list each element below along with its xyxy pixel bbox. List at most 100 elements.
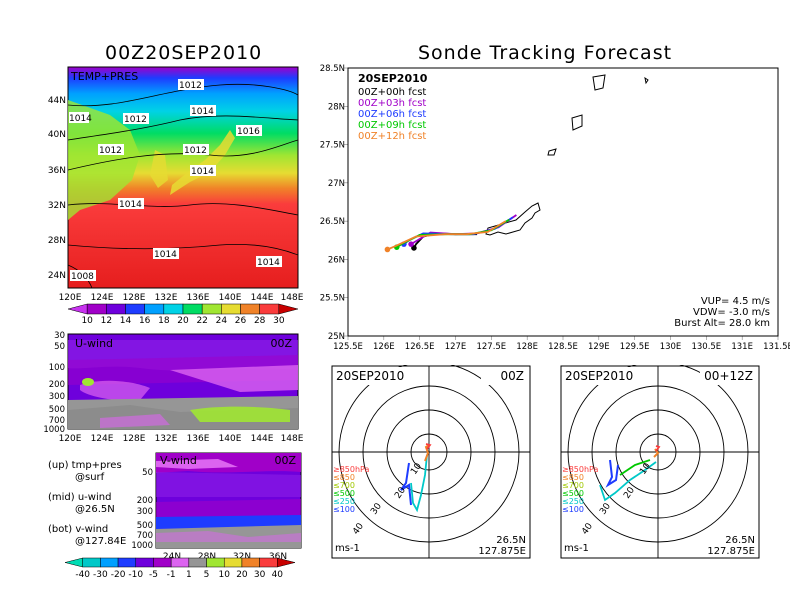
lat-tick: 28N bbox=[198, 552, 216, 562]
colorbar-label: -20 bbox=[111, 570, 126, 580]
hodo-date: 20SEP2010 bbox=[565, 369, 633, 383]
colorbar-cell bbox=[188, 557, 207, 568]
hodo-date: 20SEP2010 bbox=[336, 369, 404, 383]
colorbar-label: 28 bbox=[254, 316, 266, 326]
tracking-map: 125.5E 126E 126.5E 127E 127.5E 128E 128.5E 129E… bbox=[320, 64, 790, 350]
tracking-date: 20SEP2010 bbox=[358, 72, 428, 85]
right-title: Sonde Tracking Forecast bbox=[418, 42, 673, 64]
lon-tick: 128E bbox=[123, 293, 146, 303]
lat-tick: 25.5N bbox=[320, 294, 345, 304]
note-line: (up) tmp+pres bbox=[48, 460, 122, 471]
hodo-unit: ms-1 bbox=[335, 543, 360, 554]
isobars bbox=[67, 83, 299, 289]
colorbar-cell bbox=[206, 557, 225, 568]
legend-entry: 00Z+03h fcst bbox=[358, 98, 426, 109]
colorbar-cell bbox=[182, 303, 203, 315]
v-wind-time: 00Z bbox=[274, 454, 296, 467]
colorbar-cell bbox=[144, 303, 165, 315]
level-label: ≤250 bbox=[333, 497, 355, 506]
burst-alt-param: Burst Alt= 28.0 km bbox=[674, 318, 770, 329]
lat-tick: 24N bbox=[48, 271, 66, 281]
lat-tick: 27N bbox=[328, 179, 345, 189]
pressure-tick: 500 bbox=[137, 521, 153, 531]
level-label: ≤500 bbox=[562, 489, 584, 498]
pressure-tick: 200 bbox=[137, 496, 153, 506]
lon-tick: 128.5E bbox=[548, 342, 578, 350]
isobar-label: 1016 bbox=[237, 127, 260, 137]
level-label: ≤850 bbox=[333, 473, 355, 482]
lon-tick: 126E bbox=[373, 342, 395, 350]
hodo-trace-low bbox=[424, 444, 430, 462]
hodo-lat: 26.5N bbox=[496, 535, 526, 546]
lon-tick: 120E bbox=[59, 434, 82, 444]
lat-tick: 27.5N bbox=[320, 141, 345, 151]
colorbar-cell bbox=[82, 557, 101, 568]
lat-tick: 26N bbox=[328, 255, 345, 265]
colorbar-cell bbox=[153, 557, 172, 568]
lat-tick: 26.5N bbox=[320, 217, 345, 227]
isobar-label: 1014 bbox=[69, 114, 92, 124]
lat-tick: 40N bbox=[48, 130, 66, 140]
colorbar-label: 10 bbox=[219, 570, 231, 580]
pressure-tick: 300 bbox=[49, 392, 65, 402]
colorbar-label: 26 bbox=[235, 316, 247, 326]
vdw-param: VDW= -3.0 m/s bbox=[693, 307, 770, 318]
track-line bbox=[387, 220, 507, 251]
u-wind-label: U-wind bbox=[75, 337, 113, 350]
u-wind-section: U-wind 00Z 30 50 100 200 300 500 700 100… bbox=[43, 331, 304, 444]
pressure-tick: 100 bbox=[49, 363, 65, 373]
colorbar-label: 30 bbox=[273, 316, 285, 326]
colorbar-cell bbox=[223, 557, 243, 568]
lon-tick: 144E bbox=[251, 293, 274, 303]
lon-tick: 131E bbox=[731, 342, 753, 350]
small-island bbox=[592, 74, 606, 91]
lon-tick: 130.5E bbox=[691, 342, 721, 350]
pressure-tick: 50 bbox=[142, 468, 153, 478]
small-island bbox=[644, 76, 649, 85]
lat-tick: 28.5N bbox=[320, 64, 345, 74]
lon-tick: 132E bbox=[155, 434, 178, 444]
colorbar-cell bbox=[106, 303, 126, 315]
pressure-tick: 1000 bbox=[131, 541, 153, 551]
colorbar-cell bbox=[67, 303, 88, 315]
lat-tick: 32N bbox=[48, 201, 66, 211]
colorbar-cell bbox=[240, 303, 260, 315]
lon-tick: 120E bbox=[59, 293, 82, 303]
isobar-label: 1014 bbox=[119, 200, 142, 210]
lon-tick: 127.5E bbox=[476, 342, 506, 350]
colorbar-label: 12 bbox=[101, 316, 112, 326]
legend-entry: 00Z+00h fcst bbox=[358, 87, 426, 98]
pressure-tick: 200 bbox=[49, 380, 65, 390]
note-line: (bot) v-wind bbox=[48, 524, 109, 535]
isobar-label: 1012 bbox=[124, 115, 147, 125]
lon-tick: 129.5E bbox=[620, 342, 650, 350]
hodo-time: 00Z bbox=[501, 369, 525, 383]
pressure-tick: 30 bbox=[54, 331, 65, 341]
lat-tick: 36N bbox=[269, 552, 287, 562]
lon-tick: 124E bbox=[91, 434, 114, 444]
temp-pres-map: 1012 1012 1014 1012 1016 1012 1014 1014 … bbox=[48, 66, 304, 326]
colorbar-label: 22 bbox=[196, 316, 207, 326]
colorbar-label: -10 bbox=[128, 570, 143, 580]
colorbar-label: -5 bbox=[149, 570, 158, 580]
hodograph-00z: 20SEP2010 00Z 10 20 30 40 ≥850hPa ≤850 ≤… bbox=[331, 365, 531, 559]
temp-colorbar bbox=[67, 303, 299, 315]
lon-tick: 124E bbox=[91, 293, 114, 303]
pressure-tick: 300 bbox=[137, 507, 153, 517]
hodo-unit: ms-1 bbox=[564, 543, 589, 554]
hodo-lon: 127.875E bbox=[478, 546, 526, 557]
hodo-lat: 26.5N bbox=[725, 535, 755, 546]
lon-tick: 148E bbox=[281, 434, 304, 444]
isobar-label: 1012 bbox=[99, 146, 122, 156]
u-wind-time: 00Z bbox=[270, 337, 292, 350]
korea-land bbox=[150, 150, 168, 188]
pressure-tick: 700 bbox=[137, 531, 153, 541]
burst-point bbox=[408, 241, 414, 247]
colorbar-cell bbox=[278, 303, 299, 315]
lon-tick: 128E bbox=[123, 434, 146, 444]
colorbar-label: 40 bbox=[272, 570, 284, 580]
colorbar-label: 10 bbox=[81, 316, 93, 326]
colorbar-cell bbox=[100, 557, 119, 568]
china-land bbox=[68, 100, 140, 220]
lon-tick: 131.5E bbox=[763, 342, 790, 350]
